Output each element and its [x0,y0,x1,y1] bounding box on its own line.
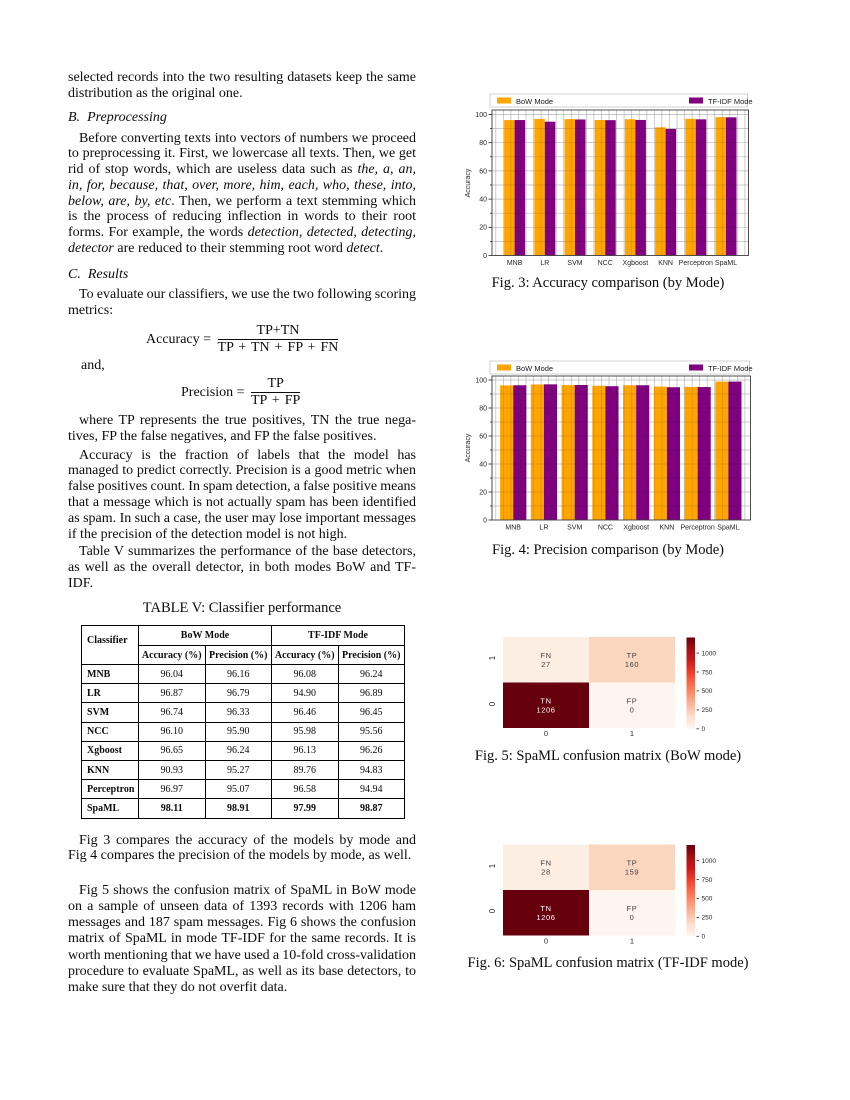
svg-text:FP: FP [627,904,638,913]
svg-text:1206: 1206 [536,913,555,922]
svg-text:SVM: SVM [567,260,582,267]
svg-text:TP: TP [627,651,638,660]
svg-text:0: 0 [488,908,497,913]
svg-text:Perceptron: Perceptron [680,525,714,532]
svg-text:1: 1 [630,729,634,738]
svg-text:0: 0 [544,937,548,946]
svg-text:NCC: NCC [598,525,613,532]
svg-text:0: 0 [702,726,706,733]
svg-text:1: 1 [488,655,497,660]
svg-text:SVM: SVM [567,525,582,532]
svg-text:TN: TN [540,697,551,706]
svg-text:160: 160 [625,660,639,669]
svg-text:20: 20 [479,489,487,496]
svg-text:LR: LR [539,525,548,532]
svg-text:MNB: MNB [507,260,523,267]
svg-text:BoW Mode: BoW Mode [516,97,553,106]
svg-text:KNN: KNN [658,260,673,267]
svg-text:40: 40 [479,197,487,204]
svg-text:Xgboost: Xgboost [623,260,649,267]
svg-text:TF-IDF Mode: TF-IDF Mode [708,97,753,106]
svg-text:40: 40 [479,461,487,468]
svg-text:FN: FN [540,859,551,868]
svg-text:250: 250 [702,915,713,922]
svg-text:1206: 1206 [536,706,555,715]
svg-text:500: 500 [702,688,713,695]
svg-text:750: 750 [702,669,713,676]
svg-text:Accuracy: Accuracy [465,168,472,197]
svg-text:0: 0 [702,934,706,941]
svg-text:MNB: MNB [505,525,521,532]
svg-text:0: 0 [488,701,497,706]
svg-text:TP: TP [627,859,638,868]
svg-text:Xgboost: Xgboost [623,525,649,532]
svg-text:1000: 1000 [702,858,717,865]
svg-text:80: 80 [479,405,487,412]
svg-text:1: 1 [488,863,497,868]
svg-text:750: 750 [702,877,713,884]
svg-text:0: 0 [630,913,635,922]
svg-text:0: 0 [483,253,487,260]
svg-text:FP: FP [627,697,638,706]
svg-text:NCC: NCC [598,260,613,267]
svg-text:SpaML: SpaML [717,525,739,532]
svg-text:FN: FN [540,651,551,660]
svg-text:0: 0 [630,706,635,715]
svg-text:60: 60 [479,433,487,440]
svg-text:60: 60 [479,168,487,175]
svg-text:BoW Mode: BoW Mode [516,364,553,373]
svg-text:TF-IDF Mode: TF-IDF Mode [708,364,753,373]
svg-text:1: 1 [630,937,634,946]
svg-text:KNN: KNN [660,525,675,532]
svg-text:Perceptron: Perceptron [679,260,713,267]
svg-text:0: 0 [483,517,487,524]
svg-text:SpaML: SpaML [715,260,737,267]
svg-text:500: 500 [702,896,713,903]
svg-text:100: 100 [475,377,487,384]
svg-text:LR: LR [540,260,549,267]
svg-text:1000: 1000 [702,650,717,657]
svg-text:159: 159 [625,868,639,877]
svg-text:100: 100 [475,112,487,119]
svg-text:Accuracy: Accuracy [465,433,472,462]
svg-text:0: 0 [544,729,548,738]
svg-text:20: 20 [479,225,487,232]
svg-text:250: 250 [702,707,713,714]
svg-text:TN: TN [540,904,551,913]
svg-text:80: 80 [479,140,487,147]
svg-text:28: 28 [541,868,551,877]
svg-text:27: 27 [541,660,551,669]
